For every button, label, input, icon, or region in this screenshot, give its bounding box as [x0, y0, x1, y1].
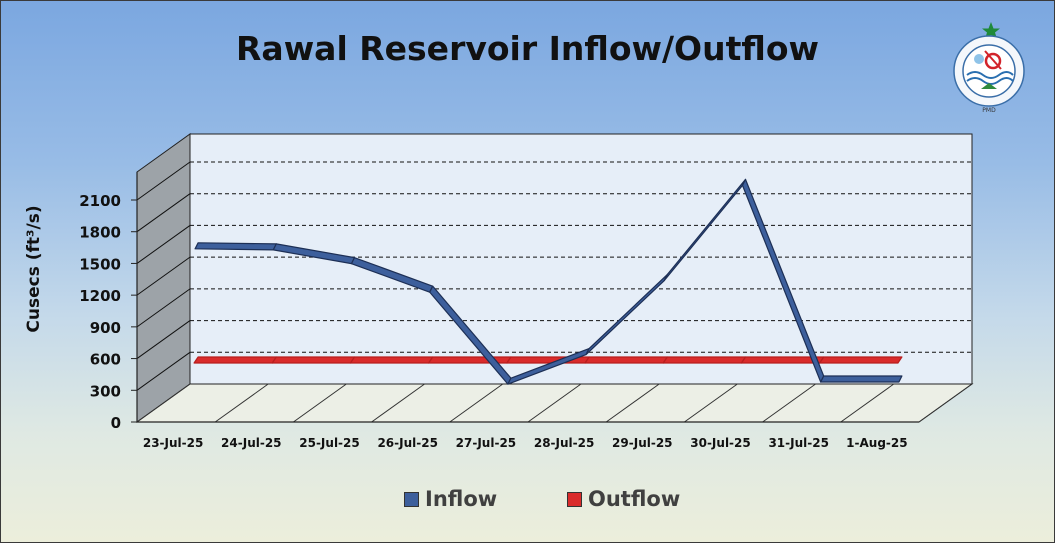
floor-division: [918, 383, 973, 423]
inflow-line-segment: [194, 242, 277, 251]
gridline-side: [136, 193, 191, 233]
floor-division: [136, 383, 191, 423]
y-tick-label: 1800: [79, 224, 121, 242]
gridline-side: [136, 351, 191, 391]
floor-division: [840, 383, 895, 423]
outflow-line-segment: [193, 356, 277, 364]
floor-division: [371, 383, 425, 423]
svg-text:PMD: PMD: [982, 107, 996, 114]
floor-division: [293, 383, 347, 423]
inflow-line-segment: [820, 375, 903, 383]
y-tick-label: 300: [90, 382, 121, 400]
legend-outflow-label: Outflow: [588, 487, 681, 511]
x-tick-label: 28-Jul-25: [534, 436, 594, 450]
legend-inflow-label: Inflow: [425, 487, 498, 511]
x-tick-label: 29-Jul-25: [612, 436, 672, 450]
outflow-line-segment: [662, 356, 747, 364]
outflow-line-segment: [819, 356, 903, 364]
floor-division: [684, 383, 738, 423]
floor-division: [449, 383, 504, 423]
floor-division: [527, 383, 582, 423]
outflow-line-segment: [349, 356, 434, 364]
outflow-line-segment: [271, 356, 356, 364]
x-tick-label: 24-Jul-25: [221, 436, 281, 450]
y-tick-label: 900: [90, 319, 121, 337]
x-tick-label: 30-Jul-25: [690, 436, 750, 450]
outflow-line-segment: [428, 356, 512, 364]
x-tick-label: 31-Jul-25: [768, 436, 828, 450]
chart-title: Rawal Reservoir Inflow/Outflow: [236, 29, 819, 68]
x-tick-label: 1-Aug-25: [846, 436, 907, 450]
x-tick-label: 25-Jul-25: [299, 436, 359, 450]
y-tick-label: 2100: [79, 192, 121, 210]
pakistan-meteorological-department-logo: PMD: [953, 22, 1025, 114]
y-tick-label: 1200: [79, 287, 121, 305]
gridline-side: [136, 288, 191, 328]
outflow-line-segment: [584, 356, 668, 364]
gridline-side: [136, 256, 191, 296]
y-axis-label: Cusecs (ft³/s): [24, 205, 44, 332]
gridline-side: [136, 225, 191, 264]
floor-division: [605, 383, 660, 423]
legend-inflow-swatch: [404, 491, 419, 507]
y-tick-label: 1500: [79, 255, 121, 273]
y-tick-label: 0: [111, 414, 121, 432]
gridline-side: [136, 161, 191, 201]
chart-side-wall: [136, 133, 191, 423]
floor-division: [214, 383, 269, 423]
floor-division: [762, 383, 816, 423]
chart-back-wall: [189, 133, 973, 385]
y-tick-label: 600: [90, 351, 121, 369]
legend-inflow: Inflow: [404, 487, 497, 511]
legend-outflow-swatch: [567, 491, 582, 507]
x-tick-label: 23-Jul-25: [143, 436, 203, 450]
legend-outflow: Outflow: [567, 487, 680, 511]
x-tick-label: 27-Jul-25: [456, 436, 516, 450]
x-tick-label: 26-Jul-25: [377, 436, 437, 450]
gridline-side: [136, 320, 191, 359]
